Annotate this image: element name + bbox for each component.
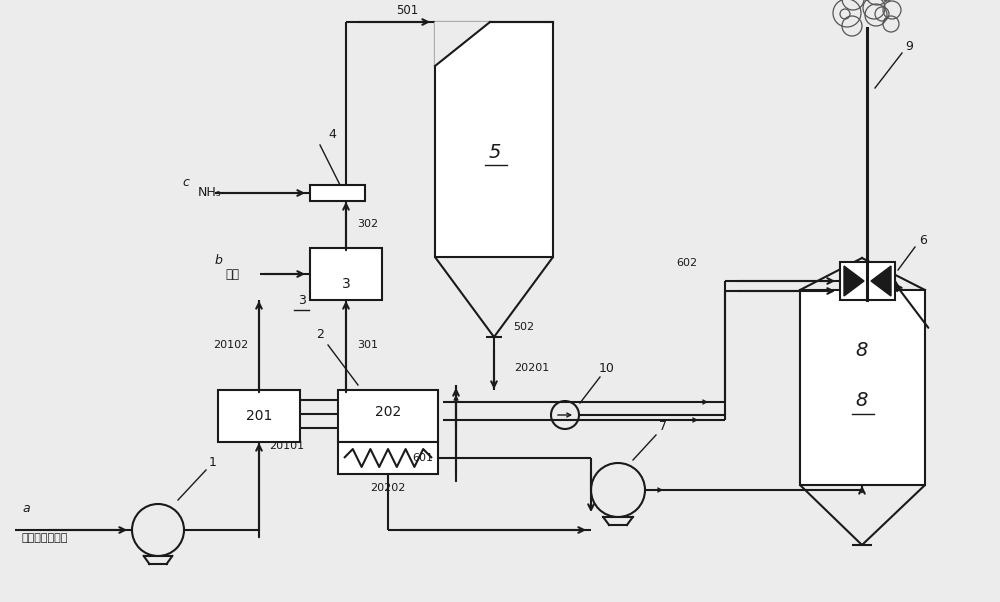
Text: 502: 502 — [513, 322, 535, 332]
Text: 602: 602 — [676, 258, 698, 268]
Text: 201: 201 — [246, 409, 272, 423]
Polygon shape — [435, 22, 490, 66]
Bar — [338, 442, 438, 474]
Text: 301: 301 — [358, 340, 378, 350]
Text: 8: 8 — [856, 391, 868, 409]
Polygon shape — [871, 266, 891, 296]
Bar — [840, 262, 895, 300]
Text: 1: 1 — [209, 456, 217, 468]
Text: 除尘后的净烟气: 除尘后的净烟气 — [22, 533, 68, 543]
Text: 7: 7 — [659, 421, 667, 433]
Text: 302: 302 — [357, 219, 379, 229]
Bar — [800, 290, 925, 485]
Text: 20102: 20102 — [213, 340, 249, 350]
Bar — [310, 185, 365, 201]
Text: 8: 8 — [856, 341, 868, 359]
Bar — [435, 22, 553, 257]
Text: a: a — [22, 501, 30, 515]
Text: 10: 10 — [599, 362, 615, 376]
Text: 9: 9 — [905, 40, 913, 52]
Text: 3: 3 — [342, 277, 350, 291]
Text: 501: 501 — [396, 4, 418, 16]
Polygon shape — [844, 266, 864, 296]
Text: 202: 202 — [375, 405, 401, 419]
Text: 5: 5 — [489, 143, 501, 161]
Text: 601: 601 — [413, 453, 434, 463]
Bar — [218, 390, 300, 442]
Text: 3: 3 — [298, 294, 306, 306]
Bar — [338, 390, 438, 442]
Text: 20202: 20202 — [370, 483, 406, 493]
Text: NH₃: NH₃ — [198, 187, 222, 199]
Text: 20201: 20201 — [514, 363, 550, 373]
Text: b: b — [215, 253, 223, 267]
Bar — [310, 248, 382, 300]
Text: 燃料: 燃料 — [225, 267, 239, 281]
Text: 2: 2 — [316, 329, 324, 341]
Text: c: c — [182, 176, 189, 188]
Text: 6: 6 — [919, 234, 927, 246]
Text: 20101: 20101 — [269, 441, 305, 451]
Text: 4: 4 — [328, 128, 336, 141]
